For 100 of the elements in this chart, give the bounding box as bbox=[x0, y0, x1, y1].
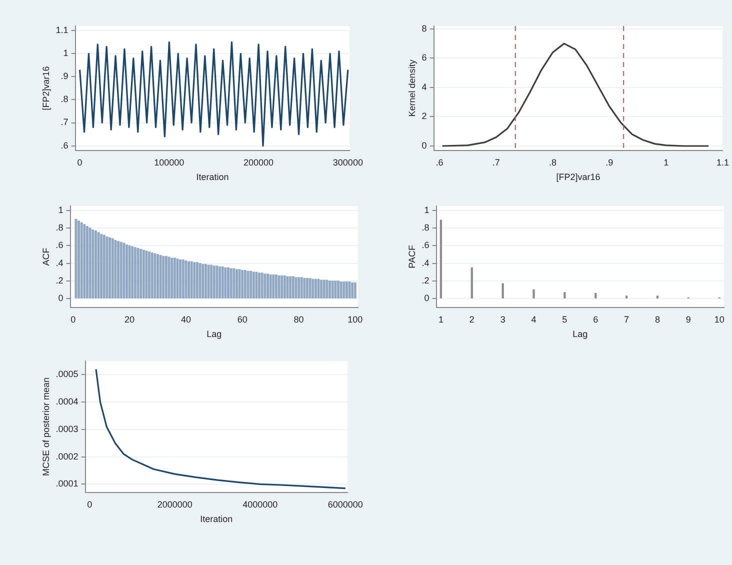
bar bbox=[272, 274, 275, 298]
bar bbox=[348, 282, 351, 298]
bar bbox=[170, 258, 174, 298]
bar bbox=[238, 269, 241, 298]
bar bbox=[300, 277, 303, 298]
bar bbox=[83, 224, 86, 298]
x-tick-label: .6 bbox=[436, 157, 444, 168]
x-tick-label: 6 bbox=[593, 314, 598, 324]
bar bbox=[150, 252, 154, 298]
y-tick-label: .0003 bbox=[56, 424, 78, 434]
bar bbox=[274, 274, 278, 298]
x-tick-label: .7 bbox=[492, 157, 500, 168]
bar bbox=[188, 261, 190, 298]
bar bbox=[280, 275, 284, 298]
bar bbox=[320, 280, 323, 298]
bar bbox=[292, 276, 294, 298]
bar bbox=[224, 267, 227, 298]
x-tick-label: 1.1 bbox=[716, 157, 729, 168]
x-tick-label: 80 bbox=[294, 314, 304, 324]
bar bbox=[80, 222, 83, 298]
bar bbox=[294, 277, 298, 298]
bar bbox=[156, 254, 159, 298]
y-tick-label: .8 bbox=[60, 94, 68, 104]
bar bbox=[216, 266, 218, 298]
bar bbox=[232, 268, 236, 298]
bar bbox=[198, 262, 202, 298]
bar bbox=[125, 244, 128, 298]
bar bbox=[100, 234, 103, 298]
bar bbox=[289, 276, 292, 298]
bar bbox=[131, 246, 134, 298]
bar bbox=[88, 228, 92, 298]
bar bbox=[78, 220, 80, 298]
bar bbox=[342, 282, 346, 298]
bar bbox=[264, 274, 266, 298]
x-tick-label: 40 bbox=[180, 314, 191, 324]
y-tick-label: .8 bbox=[422, 222, 430, 233]
y-tick-label: .6 bbox=[56, 240, 64, 250]
bar bbox=[331, 280, 334, 298]
y-tick-label: .9 bbox=[60, 71, 68, 82]
bar bbox=[210, 264, 213, 298]
bar bbox=[168, 256, 170, 298]
x-tick-label: 300000 bbox=[332, 157, 363, 168]
y-tick-label: .0002 bbox=[56, 451, 78, 462]
bar bbox=[532, 289, 535, 298]
x-tick-label: 200000 bbox=[244, 157, 274, 168]
x-axis-title: Iteration bbox=[200, 514, 233, 524]
bar bbox=[308, 278, 312, 298]
y-tick-label: 1 bbox=[58, 204, 64, 215]
y-tick-label: 1.1 bbox=[56, 25, 68, 36]
bar bbox=[326, 280, 328, 298]
y-tick-label: 6 bbox=[422, 52, 427, 63]
y-tick-label: 1 bbox=[424, 204, 430, 215]
x-tick-label: 5 bbox=[562, 314, 568, 324]
x-tick-label: 8 bbox=[654, 314, 660, 324]
y-tick-label: 1 bbox=[63, 48, 68, 58]
bar bbox=[334, 280, 337, 298]
bar bbox=[564, 292, 566, 298]
bar bbox=[148, 252, 151, 298]
x-tick-label: 2000000 bbox=[157, 499, 192, 510]
y-axis-title: Kernel density bbox=[406, 59, 417, 117]
bar bbox=[260, 272, 264, 298]
bar bbox=[312, 278, 314, 298]
x-axis-title: Iteration bbox=[196, 172, 229, 182]
bar bbox=[440, 220, 442, 298]
bar bbox=[244, 270, 246, 298]
y-tick-label: .7 bbox=[60, 117, 68, 128]
bar bbox=[306, 278, 308, 298]
bar bbox=[120, 242, 122, 298]
x-tick-label: 1 bbox=[664, 157, 669, 168]
bar bbox=[255, 272, 258, 298]
x-tick-label: .8 bbox=[549, 157, 557, 168]
bar bbox=[470, 267, 473, 298]
x-tick-label: 60 bbox=[237, 314, 248, 324]
y-tick-label: 0 bbox=[424, 293, 430, 304]
bar bbox=[111, 238, 114, 298]
bar bbox=[142, 250, 145, 298]
bar bbox=[193, 262, 196, 298]
y-tick-label: .4 bbox=[422, 258, 430, 268]
x-tick-label: 100 bbox=[348, 314, 363, 324]
bar bbox=[258, 272, 261, 298]
x-tick-label: 9 bbox=[686, 314, 691, 324]
y-axis-title: ACF bbox=[40, 247, 51, 266]
bar bbox=[337, 280, 340, 298]
x-tick-label: 6000000 bbox=[328, 499, 363, 510]
bar bbox=[269, 274, 272, 298]
y-tick-label: 2 bbox=[422, 111, 427, 122]
x-tick-label: 100000 bbox=[154, 157, 184, 168]
y-tick-label: .0005 bbox=[56, 369, 78, 380]
bar bbox=[202, 264, 204, 298]
y-tick-label: .6 bbox=[422, 240, 430, 250]
bar bbox=[179, 259, 182, 298]
bar bbox=[502, 283, 504, 298]
x-tick-label: 10 bbox=[714, 314, 724, 324]
y-tick-label: 0 bbox=[422, 140, 427, 150]
x-tick-label: 4 bbox=[531, 314, 536, 324]
y-axis-title: MCSE of posterior mean bbox=[40, 377, 51, 476]
bar bbox=[173, 258, 176, 298]
y-tick-label: .0004 bbox=[56, 396, 78, 407]
bar bbox=[594, 292, 597, 298]
bar bbox=[235, 269, 238, 298]
